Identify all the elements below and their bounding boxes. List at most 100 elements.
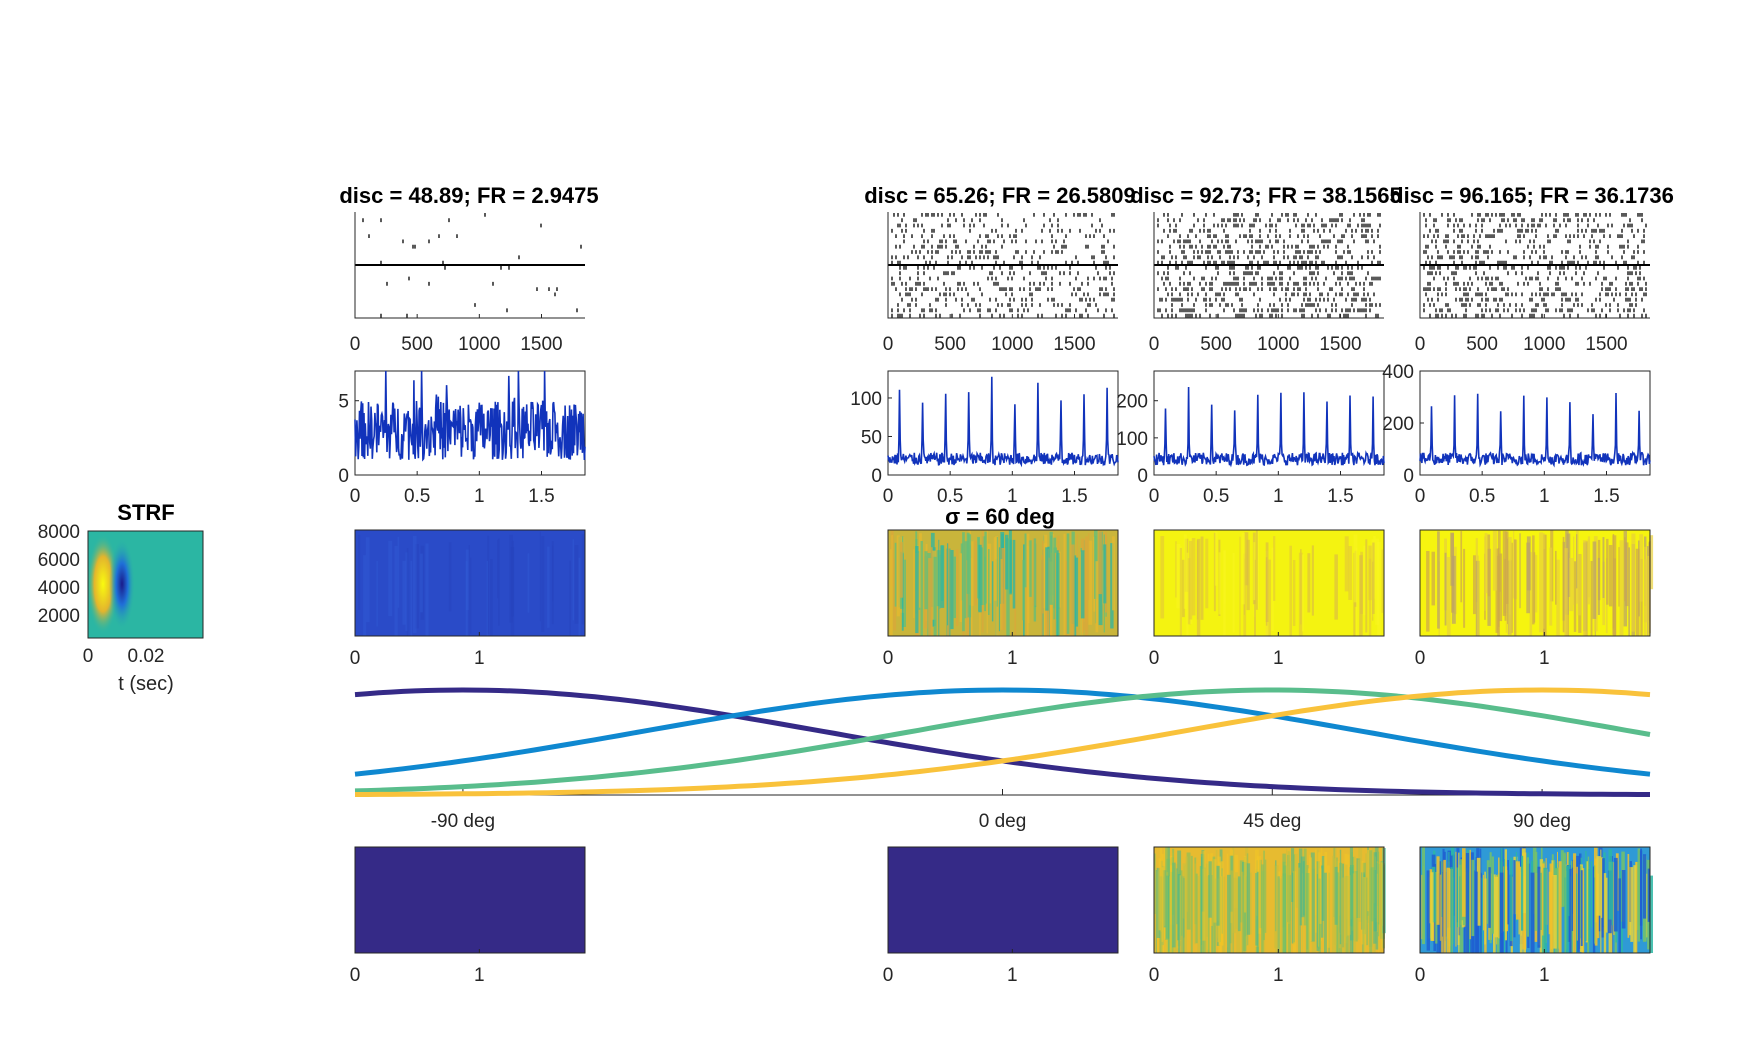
spectrogram-stripe bbox=[1565, 865, 1569, 953]
column-4-title: disc = 96.165; FR = 36.1736 bbox=[1390, 183, 1674, 208]
spectrogram-stripe bbox=[1345, 864, 1348, 919]
spectrogram-stripe bbox=[1342, 877, 1346, 953]
spectrogram-stripe bbox=[1602, 858, 1605, 928]
rate-panel-3: 0 100 200 0 0.5 1 1.5 bbox=[1116, 370, 1385, 507]
spectrogram-xtick-label: 1 bbox=[1273, 648, 1284, 669]
spectrogram-xtick-label: 1 bbox=[1539, 965, 1550, 986]
spectrogram-stripe bbox=[1294, 853, 1298, 908]
spectrogram-stripe bbox=[1273, 536, 1276, 601]
sigma-title: σ = 60 deg bbox=[945, 504, 1055, 529]
spectrogram-frame bbox=[354, 846, 586, 954]
spectrogram-stripe bbox=[1172, 848, 1175, 915]
spectrogram-stripe bbox=[1631, 533, 1636, 632]
spectrogram-stripe bbox=[1197, 875, 1201, 953]
spectrogram-stripe bbox=[578, 557, 581, 636]
spectrogram-stripe bbox=[1179, 547, 1182, 636]
spectrogram-stripe bbox=[1073, 555, 1077, 636]
spectrogram-stripe bbox=[950, 550, 954, 630]
rate-xtick-label: 1 bbox=[1007, 486, 1018, 507]
spectrogram-stripe bbox=[1009, 539, 1012, 593]
spectrogram-stripe bbox=[915, 546, 919, 634]
spectrogram-stripe bbox=[1154, 865, 1156, 950]
raster-xtick-label: 1000 bbox=[1257, 334, 1299, 355]
spectrogram-stripe bbox=[978, 544, 982, 613]
rate-xtick-label: 0.5 bbox=[937, 486, 963, 507]
spectrogram-stripe bbox=[1205, 538, 1209, 609]
spectrogram-stripe bbox=[988, 549, 990, 615]
spectrogram-stripe bbox=[1353, 534, 1358, 603]
spectrogram-stripe bbox=[1200, 536, 1204, 620]
spectrogram-stripe bbox=[1327, 865, 1330, 948]
strf-frame bbox=[87, 530, 204, 639]
spectrogram-stripe bbox=[1230, 870, 1235, 953]
spectrogram-stripe bbox=[1423, 866, 1425, 941]
spectrogram-stripe bbox=[1510, 857, 1513, 942]
spectrogram-stripe bbox=[1237, 876, 1241, 932]
spectrogram-stripe bbox=[1244, 532, 1249, 586]
spectrogram-stripe bbox=[1022, 559, 1025, 621]
spectrogram-stripe bbox=[1324, 872, 1327, 953]
spectrogram-stripe bbox=[497, 539, 499, 599]
spectrogram-stripe bbox=[406, 548, 409, 636]
spectrogram-stripe bbox=[388, 540, 393, 617]
strf-negative-lobe bbox=[109, 538, 135, 630]
spectrogram-stripe bbox=[1646, 873, 1648, 938]
spectrogram-stripe bbox=[1569, 868, 1572, 953]
rate-ytick-label: 400 bbox=[1382, 362, 1414, 383]
spectrogram-stripe bbox=[1311, 545, 1314, 616]
tuning-curve-2 bbox=[354, 687, 1651, 777]
spectrogram-stripe bbox=[1492, 530, 1497, 591]
rate-ytick-label: 50 bbox=[861, 427, 882, 448]
spectrogram-stripe bbox=[552, 545, 554, 602]
spectrogram-stripe bbox=[397, 536, 400, 608]
spectrogram-stripe bbox=[402, 560, 407, 625]
spectrogram-stripe bbox=[486, 560, 488, 636]
spectrogram-frame bbox=[1419, 529, 1651, 637]
spectrogram-stripe bbox=[1361, 861, 1364, 945]
spectrogram-xtick-label: 0 bbox=[883, 965, 894, 986]
spectrogram-stripe bbox=[1635, 861, 1638, 953]
spectrogram-stripe bbox=[1570, 876, 1574, 953]
spectrogram-stripe bbox=[1569, 558, 1574, 612]
spectrogram-stripe bbox=[953, 556, 957, 619]
spectrogram-stripe bbox=[541, 536, 545, 632]
spectrogram-stripe bbox=[1462, 848, 1466, 917]
raster-xtick-label: 500 bbox=[1466, 334, 1498, 355]
spectrogram-xtick-label: 1 bbox=[1007, 965, 1018, 986]
spectrogram-stripe bbox=[1293, 854, 1295, 943]
spectrogram-stripe bbox=[1585, 851, 1587, 941]
spectrogram-stripe bbox=[956, 549, 959, 626]
spectrogram-stripe bbox=[1257, 531, 1260, 609]
spectrogram-stripe bbox=[1534, 851, 1538, 931]
spectrogram-stripe bbox=[1537, 866, 1541, 948]
spectrogram-stripe bbox=[1275, 865, 1279, 953]
spectrogram-stripe bbox=[363, 555, 367, 636]
raster-panel-2: 0 500 1000 1500 bbox=[883, 212, 1118, 355]
spectrogram-stripe bbox=[1223, 550, 1226, 636]
spectrogram-stripe bbox=[1303, 848, 1307, 926]
spectrogram-stripe bbox=[1446, 867, 1451, 953]
spectrogram-stripe bbox=[1564, 548, 1568, 636]
spectrogram-stripe bbox=[1186, 552, 1189, 636]
spectrogram-stripe bbox=[1649, 875, 1653, 953]
spectrogram-stripe bbox=[1555, 550, 1557, 605]
raster-spikes bbox=[362, 213, 582, 318]
raster-panel-3: 0 500 1000 1500 bbox=[1149, 212, 1384, 355]
rate-ytick-label: 0 bbox=[1403, 466, 1414, 487]
spectrogram-stripe bbox=[1618, 547, 1620, 607]
spectrogram-stripe bbox=[1302, 554, 1304, 632]
spectrogram-stripe bbox=[490, 559, 493, 636]
strf-title: STRF bbox=[117, 500, 174, 525]
spectrogram-stripe bbox=[1368, 545, 1372, 601]
spectrogram-stripe bbox=[1160, 536, 1165, 619]
tuning-curve-3 bbox=[354, 687, 1651, 794]
spectrogram-stripe bbox=[465, 561, 468, 636]
rate-ytick-label: 0 bbox=[1137, 466, 1148, 487]
spectrogram-stripe bbox=[468, 545, 470, 636]
spectrogram-stripe bbox=[1381, 863, 1383, 926]
spectrogram-stripe bbox=[1240, 871, 1244, 953]
spectrogram-stripe bbox=[1521, 848, 1526, 914]
spectrogram-stripe bbox=[1477, 555, 1479, 636]
spectrogram-stripe bbox=[394, 545, 398, 636]
